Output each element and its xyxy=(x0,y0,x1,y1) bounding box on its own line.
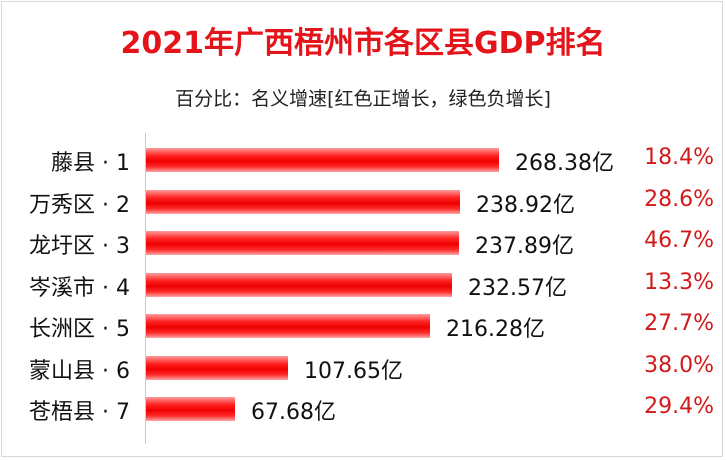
bar-value-label: 237.89亿 xyxy=(475,234,574,259)
bar-row: 岑溪市 · 4 232.57亿 13.3% xyxy=(0,263,726,303)
chart-subtitle: 百分比：名义增速[红色正增长，绿色负增长] xyxy=(175,88,551,110)
bar-value-label: 232.57亿 xyxy=(468,275,567,301)
category-label: 藤县 · 1 xyxy=(51,151,130,176)
gdp-bar xyxy=(146,314,430,338)
growth-rate-label: 13.3% xyxy=(644,269,714,295)
bar-value-label: 67.68亿 xyxy=(251,400,336,425)
growth-rate-label: 28.6% xyxy=(644,186,714,212)
bar-value-label: 107.65亿 xyxy=(304,358,403,384)
gdp-bar xyxy=(146,231,459,255)
bar-row: 万秀区 · 2 238.92亿 28.6% xyxy=(0,180,726,220)
category-label: 万秀区 · 2 xyxy=(29,192,130,218)
bar-row: 苍梧县 · 7 67.68亿 29.4% xyxy=(0,387,726,427)
category-label: 蒙山县 · 6 xyxy=(29,358,130,384)
bar-row: 藤县 · 1 268.38亿 18.4% xyxy=(0,138,726,178)
category-label: 苍梧县 · 7 xyxy=(29,400,130,425)
bar-value-label: 238.92亿 xyxy=(476,192,575,218)
chart-title: 2021年广西梧州市各区县GDP排名 xyxy=(120,26,606,61)
category-label: 龙圩区 · 3 xyxy=(29,234,130,259)
gdp-bar xyxy=(146,148,499,172)
gdp-bar xyxy=(146,397,235,421)
category-label: 岑溪市 · 4 xyxy=(29,275,130,301)
bar-row: 蒙山县 · 6 107.65亿 38.0% xyxy=(0,346,726,386)
bar-row: 长洲区 · 5 216.28亿 27.7% xyxy=(0,304,726,344)
bar-value-label: 268.38亿 xyxy=(515,151,614,176)
bar-row: 龙圩区 · 3 237.89亿 46.7% xyxy=(0,221,726,261)
bar-value-label: 216.28亿 xyxy=(446,317,545,342)
gdp-bar xyxy=(146,189,460,214)
gdp-bar xyxy=(146,272,452,297)
growth-rate-label: 38.0% xyxy=(644,352,714,378)
growth-rate-label: 27.7% xyxy=(644,311,714,336)
growth-rate-label: 46.7% xyxy=(644,228,714,253)
growth-rate-label: 18.4% xyxy=(644,145,714,170)
category-axis-line xyxy=(145,133,146,444)
category-label: 长洲区 · 5 xyxy=(29,317,130,342)
gdp-bar xyxy=(146,355,288,380)
growth-rate-label: 29.4% xyxy=(644,394,714,419)
